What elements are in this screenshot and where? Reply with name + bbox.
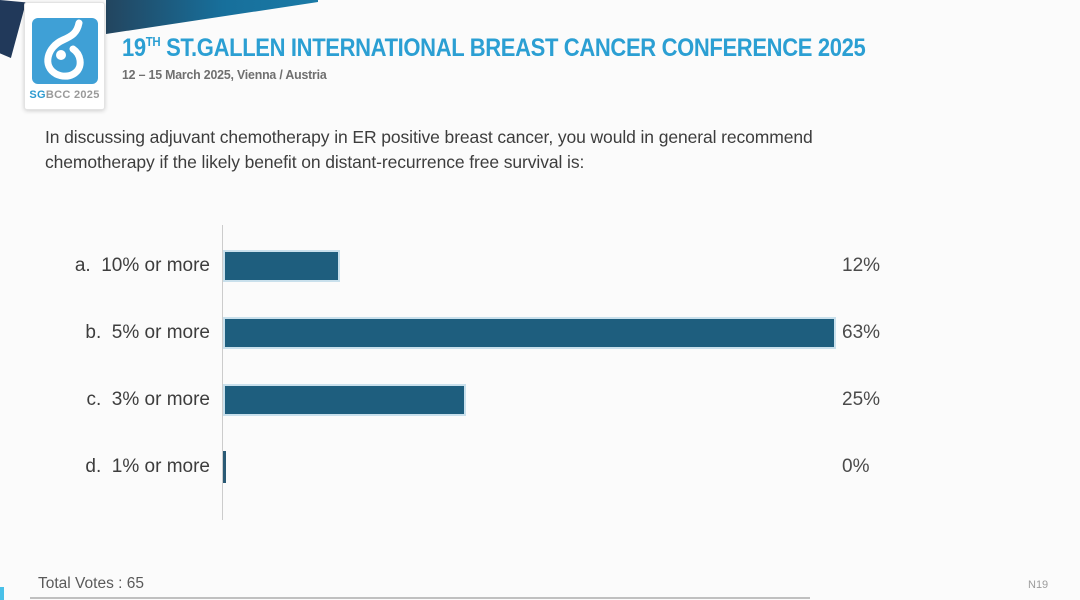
chart-row: d. 1% or more 0% [0,451,1080,483]
conference-logo: SGBCC 2025 [24,2,105,110]
chart-row: b. 5% or more 63% [0,317,1080,349]
result-bar [223,451,226,483]
total-votes: Total Votes : 65 [38,575,144,592]
result-percentage: 63% [842,322,881,343]
chart-row: c. 3% or more 25% [0,384,1080,416]
result-bar [223,250,340,282]
title-ordinal: TH [145,34,161,49]
result-percentage: 25% [842,389,881,410]
chart-axis-line [222,225,223,520]
poll-question-line1: In discussing adjuvant chemotherapy in E… [45,127,813,147]
result-percentage: 0% [842,456,870,477]
title-text: ST.GALLEN INTERNATIONAL BREAST CANCER CO… [160,34,866,62]
conference-title: 19TH ST.GALLEN INTERNATIONAL BREAST CANC… [122,34,866,63]
option-label: b. 5% or more [85,322,210,343]
conference-subtitle: 12 – 15 March 2025, Vienna / Austria [122,67,327,82]
corner-accent [0,587,4,600]
breast-drop-icon [44,19,84,80]
option-label: d. 1% or more [85,456,210,477]
title-number: 19 [122,34,146,62]
chart-row: a. 10% or more 12% [0,250,1080,282]
poll-question: In discussing adjuvant chemotherapy in E… [45,125,813,175]
header-title-block: 19TH ST.GALLEN INTERNATIONAL BREAST CANC… [122,34,967,82]
slide-code: N19 [1028,579,1049,591]
bottom-divider [30,597,810,599]
logo-sg-text: SG [29,89,46,101]
result-percentage: 12% [842,255,881,276]
poll-question-line2: chemotherapy if the likely benefit on di… [45,152,585,172]
logo-wordmark: SGBCC 2025 [25,89,104,101]
option-label: a. 10% or more [74,255,210,276]
result-bar [223,317,836,349]
logo-year-text: BCC 2025 [45,89,100,101]
result-bar [223,384,466,416]
option-label: c. 3% or more [86,389,210,410]
logo-mark [32,18,98,84]
